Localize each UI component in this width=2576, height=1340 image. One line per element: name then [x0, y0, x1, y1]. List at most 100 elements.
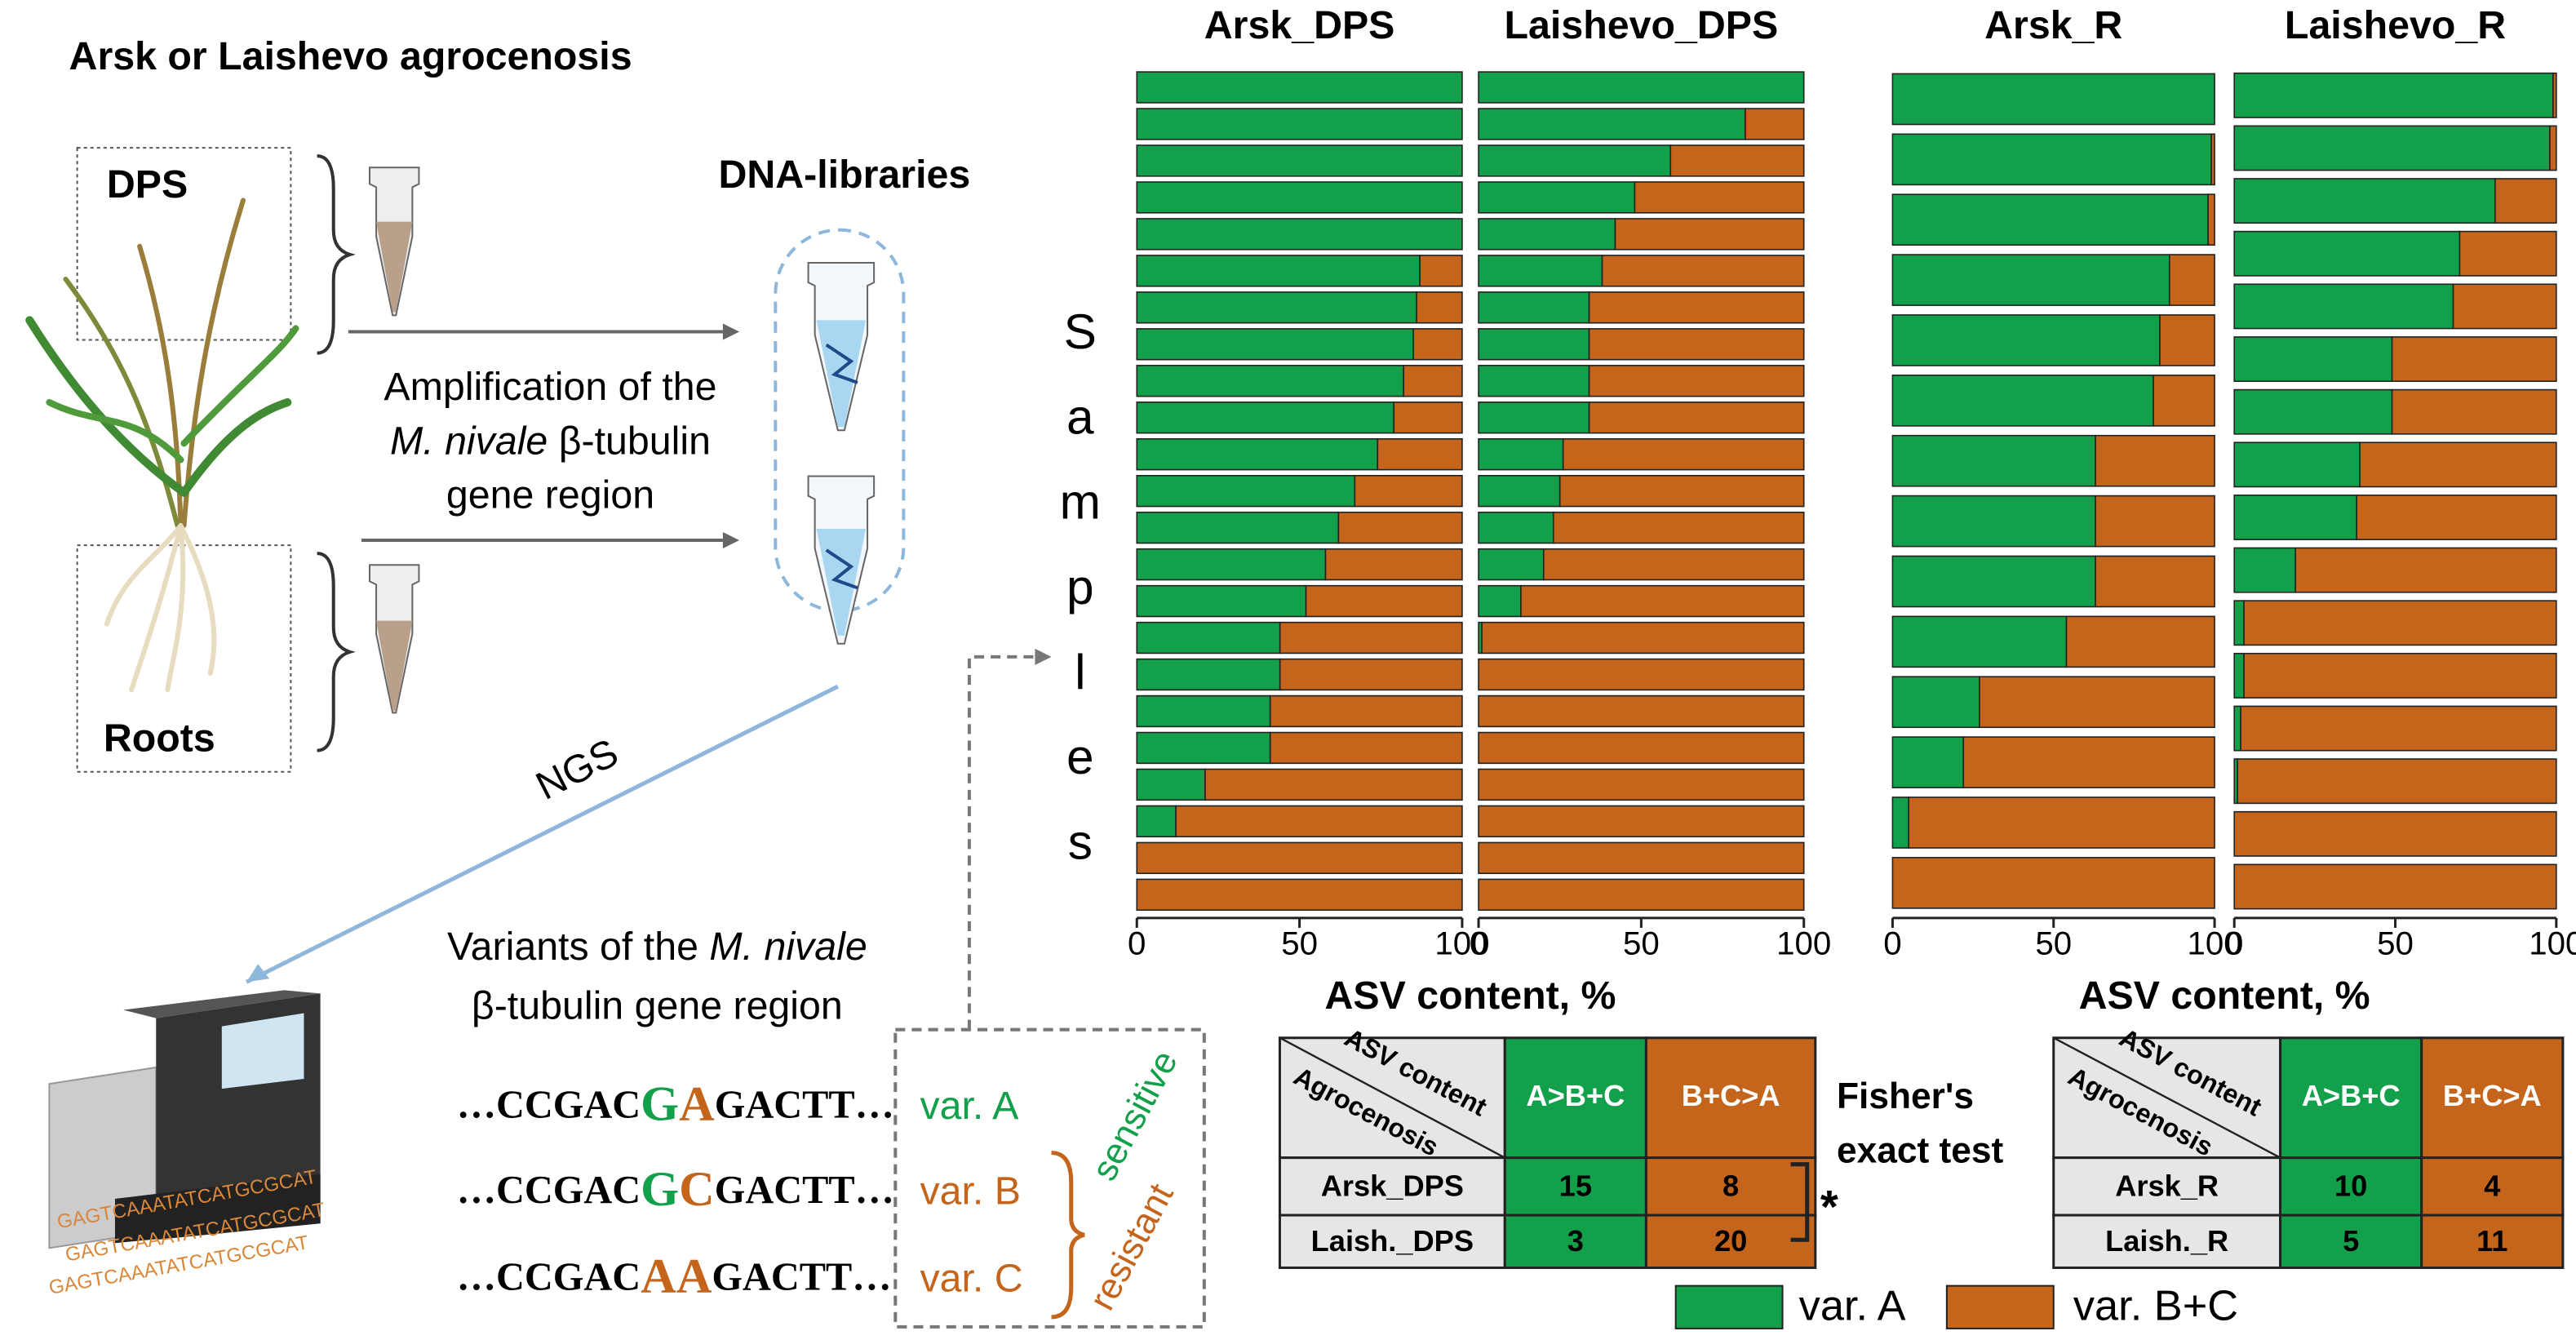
bar-segment: [1136, 144, 1463, 177]
bar-segment: [2153, 375, 2215, 427]
bar-segment: [2233, 336, 2393, 383]
bar-segment: [2237, 758, 2557, 805]
bar-segment: [1601, 255, 1805, 287]
bar-segment: [1354, 474, 1463, 508]
bar-segment: [1891, 857, 2215, 909]
variants-title: Variants of the M. nivale: [447, 925, 867, 969]
legend-label: var. A: [1799, 1283, 1906, 1330]
table-value: Arsk_DPS: [1321, 1169, 1464, 1202]
bar-segment: [1891, 434, 2096, 487]
bar-segment: [2243, 652, 2557, 699]
bar-segment: [2233, 705, 2241, 752]
bar-segment: [1136, 71, 1463, 104]
bar-segment: [2095, 495, 2215, 548]
x-tick-label: 100: [1434, 925, 1489, 962]
bar-segment: [1891, 314, 2161, 366]
chart-title: Laishevo_DPS: [1505, 3, 1779, 47]
bar-segment: [1891, 73, 2215, 126]
bar-segment: [1478, 805, 1805, 838]
variant-label: var. C: [920, 1256, 1023, 1300]
bar-segment: [1562, 438, 1805, 471]
sequence-part: GACTT…: [712, 1256, 891, 1299]
x-tick-label: 100: [2187, 925, 2241, 962]
table-cell: [2420, 1036, 2565, 1160]
bar-segment: [1478, 584, 1522, 618]
variant-label: var. A: [920, 1084, 1020, 1128]
bar-segment: [2391, 388, 2557, 435]
bar-segment: [1481, 621, 1805, 654]
bar-segment: [2233, 178, 2496, 224]
table-value: 5: [2343, 1224, 2359, 1258]
bar-segment: [2233, 547, 2296, 593]
bar-segment: [1136, 805, 1177, 838]
table-cell: [2279, 1214, 2423, 1269]
bar-segment: [2210, 133, 2215, 186]
dps-label: DPS: [107, 162, 188, 206]
bar-segment: [1588, 291, 1805, 324]
bar-segment: [1204, 768, 1463, 801]
bar-segment: [1478, 328, 1590, 361]
bar-segment: [1136, 731, 1271, 765]
ngs-label: NGS: [529, 730, 625, 809]
sequence: …CCGACAAGACTT…: [457, 1249, 892, 1303]
significance-bracket: [1790, 1162, 1810, 1242]
snp-letter: G: [641, 1076, 679, 1131]
bar-segment: [1478, 768, 1805, 801]
bar-segment: [1891, 375, 2154, 427]
column-header: B+C>A: [1682, 1079, 1780, 1112]
table-cell: [1644, 1036, 1817, 1160]
bar-segment: [1478, 841, 1805, 875]
x-tick-label: 100: [1776, 925, 1831, 962]
bar-segment: [2095, 434, 2215, 487]
bar-segment: [2240, 705, 2557, 752]
bar-segment: [1478, 878, 1805, 912]
bar-segment: [1136, 878, 1463, 912]
bar-segment: [2391, 336, 2557, 383]
x-tick-label: 100: [2529, 925, 2576, 962]
bar-segment: [1614, 218, 1805, 251]
bar-segment: [2243, 600, 2557, 646]
bar-segment: [1478, 255, 1603, 287]
variants-title: β-tubulin gene region: [472, 983, 843, 1027]
table-cell: [1278, 1156, 1506, 1217]
bar-segment: [1478, 365, 1590, 397]
significance-mark: *: [1820, 1181, 1838, 1232]
bar-segment: [1979, 676, 2215, 729]
bar-segment: [1279, 621, 1463, 654]
x-tick-label: 50: [1281, 925, 1318, 962]
bar-segment: [1324, 548, 1463, 581]
bar-segment: [1908, 796, 2215, 849]
table-cell: [1278, 1214, 1506, 1269]
bar-segment: [1403, 365, 1463, 397]
table-value: Laish._R: [2105, 1224, 2228, 1258]
dashed-arrow: [967, 654, 1035, 1030]
resistant-brace: [1051, 1151, 1085, 1320]
legend-label: var. B+C: [2073, 1283, 2238, 1330]
bar-segment: [1478, 548, 1545, 581]
bar-segment: [1478, 658, 1805, 691]
y-axis-label: Samples: [1053, 304, 1108, 899]
fisher-label: Fisher's: [1837, 1076, 1974, 1116]
bar-segment: [2233, 495, 2357, 540]
table-value: 8: [1723, 1169, 1739, 1202]
bar-segment: [1478, 291, 1590, 324]
bar-segment: [1478, 402, 1590, 434]
bar-segment: [1478, 731, 1805, 765]
table-value: 10: [2334, 1169, 2367, 1202]
bar-segment: [2159, 314, 2215, 366]
sequence-part: GACTT…: [715, 1083, 894, 1126]
arrow-head: [1035, 648, 1052, 665]
bar-segment: [1279, 658, 1463, 691]
x-tick-label: 50: [2377, 925, 2414, 962]
bar-segment: [1269, 694, 1463, 728]
corner-diagonal: [1279, 1036, 1505, 1159]
bar-segment: [2356, 495, 2557, 540]
bar-segment: [1891, 736, 1965, 788]
bar-segment: [1891, 555, 2096, 608]
bar-segment: [2359, 441, 2557, 488]
arrow-head: [722, 323, 740, 340]
sensitive-label: sensitive: [1084, 1045, 1186, 1187]
x-tick-label: 0: [1470, 925, 1488, 962]
bar-segment: [2552, 72, 2557, 118]
snp-letter: A: [679, 1076, 715, 1131]
